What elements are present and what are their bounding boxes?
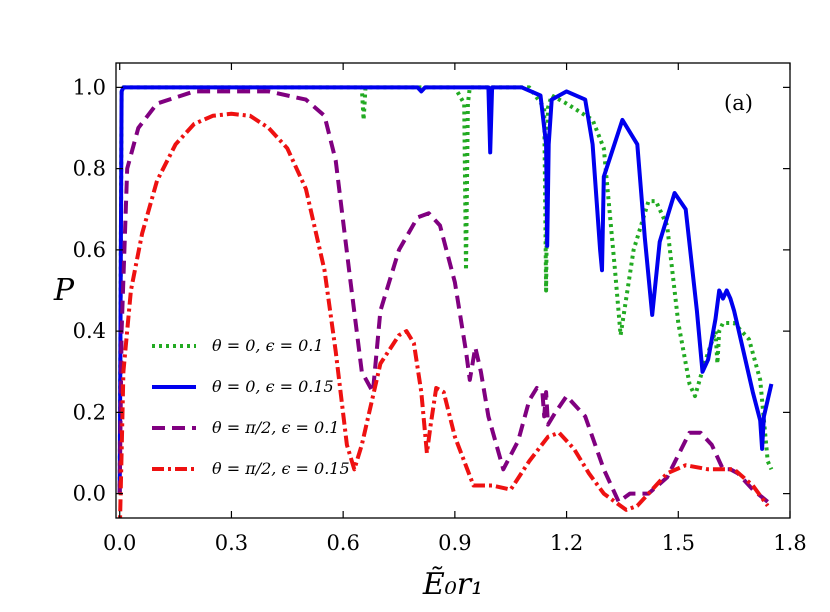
y-tick-label: 0.8 [73,157,106,181]
legend-label-3: θ = π/2, ϵ = 0.1 [212,418,339,437]
x-tick-label: 0.0 [103,531,136,555]
x-tick-label: 1.5 [662,531,695,555]
series-line-4 [118,111,770,518]
legend: θ = 0, ϵ = 0.1 θ = 0, ϵ = 0.15 θ = π/2, ϵ … [152,336,350,478]
x-tick-label: 0.9 [438,531,471,555]
y-tick-label: 0.0 [73,482,106,506]
legend-label-2: θ = 0, ϵ = 0.15 [212,377,334,396]
series-layer [117,85,774,518]
legend-label-1: θ = 0, ϵ = 0.1 [212,336,324,355]
x-tick-label: 0.6 [326,531,359,555]
ticks-layer: 0.0 0.3 0.6 0.9 1.2 1.5 1.8 0.0 0.2 0.4 0.6 0.8 1.0 [73,63,807,555]
plot-frame [115,62,791,519]
series-line-2 [117,85,774,494]
x-axis-title: Ẽ₀r₁ [422,566,483,602]
legend-label-4: θ = π/2, ϵ = 0.15 [212,459,350,478]
x-tick-label: 0.3 [215,531,248,555]
y-tick-label: 0.4 [73,319,106,343]
y-tick-label: 0.2 [73,400,106,424]
y-tick-label: 1.0 [73,75,106,99]
x-tick-label: 1.8 [773,531,806,555]
panel-label: (a) [724,91,753,115]
y-tick-label: 0.6 [73,238,106,262]
x-tick-label: 1.2 [550,531,583,555]
series-line-1 [117,85,774,494]
y-axis-title: P [53,273,75,308]
series-line-3 [117,89,769,504]
